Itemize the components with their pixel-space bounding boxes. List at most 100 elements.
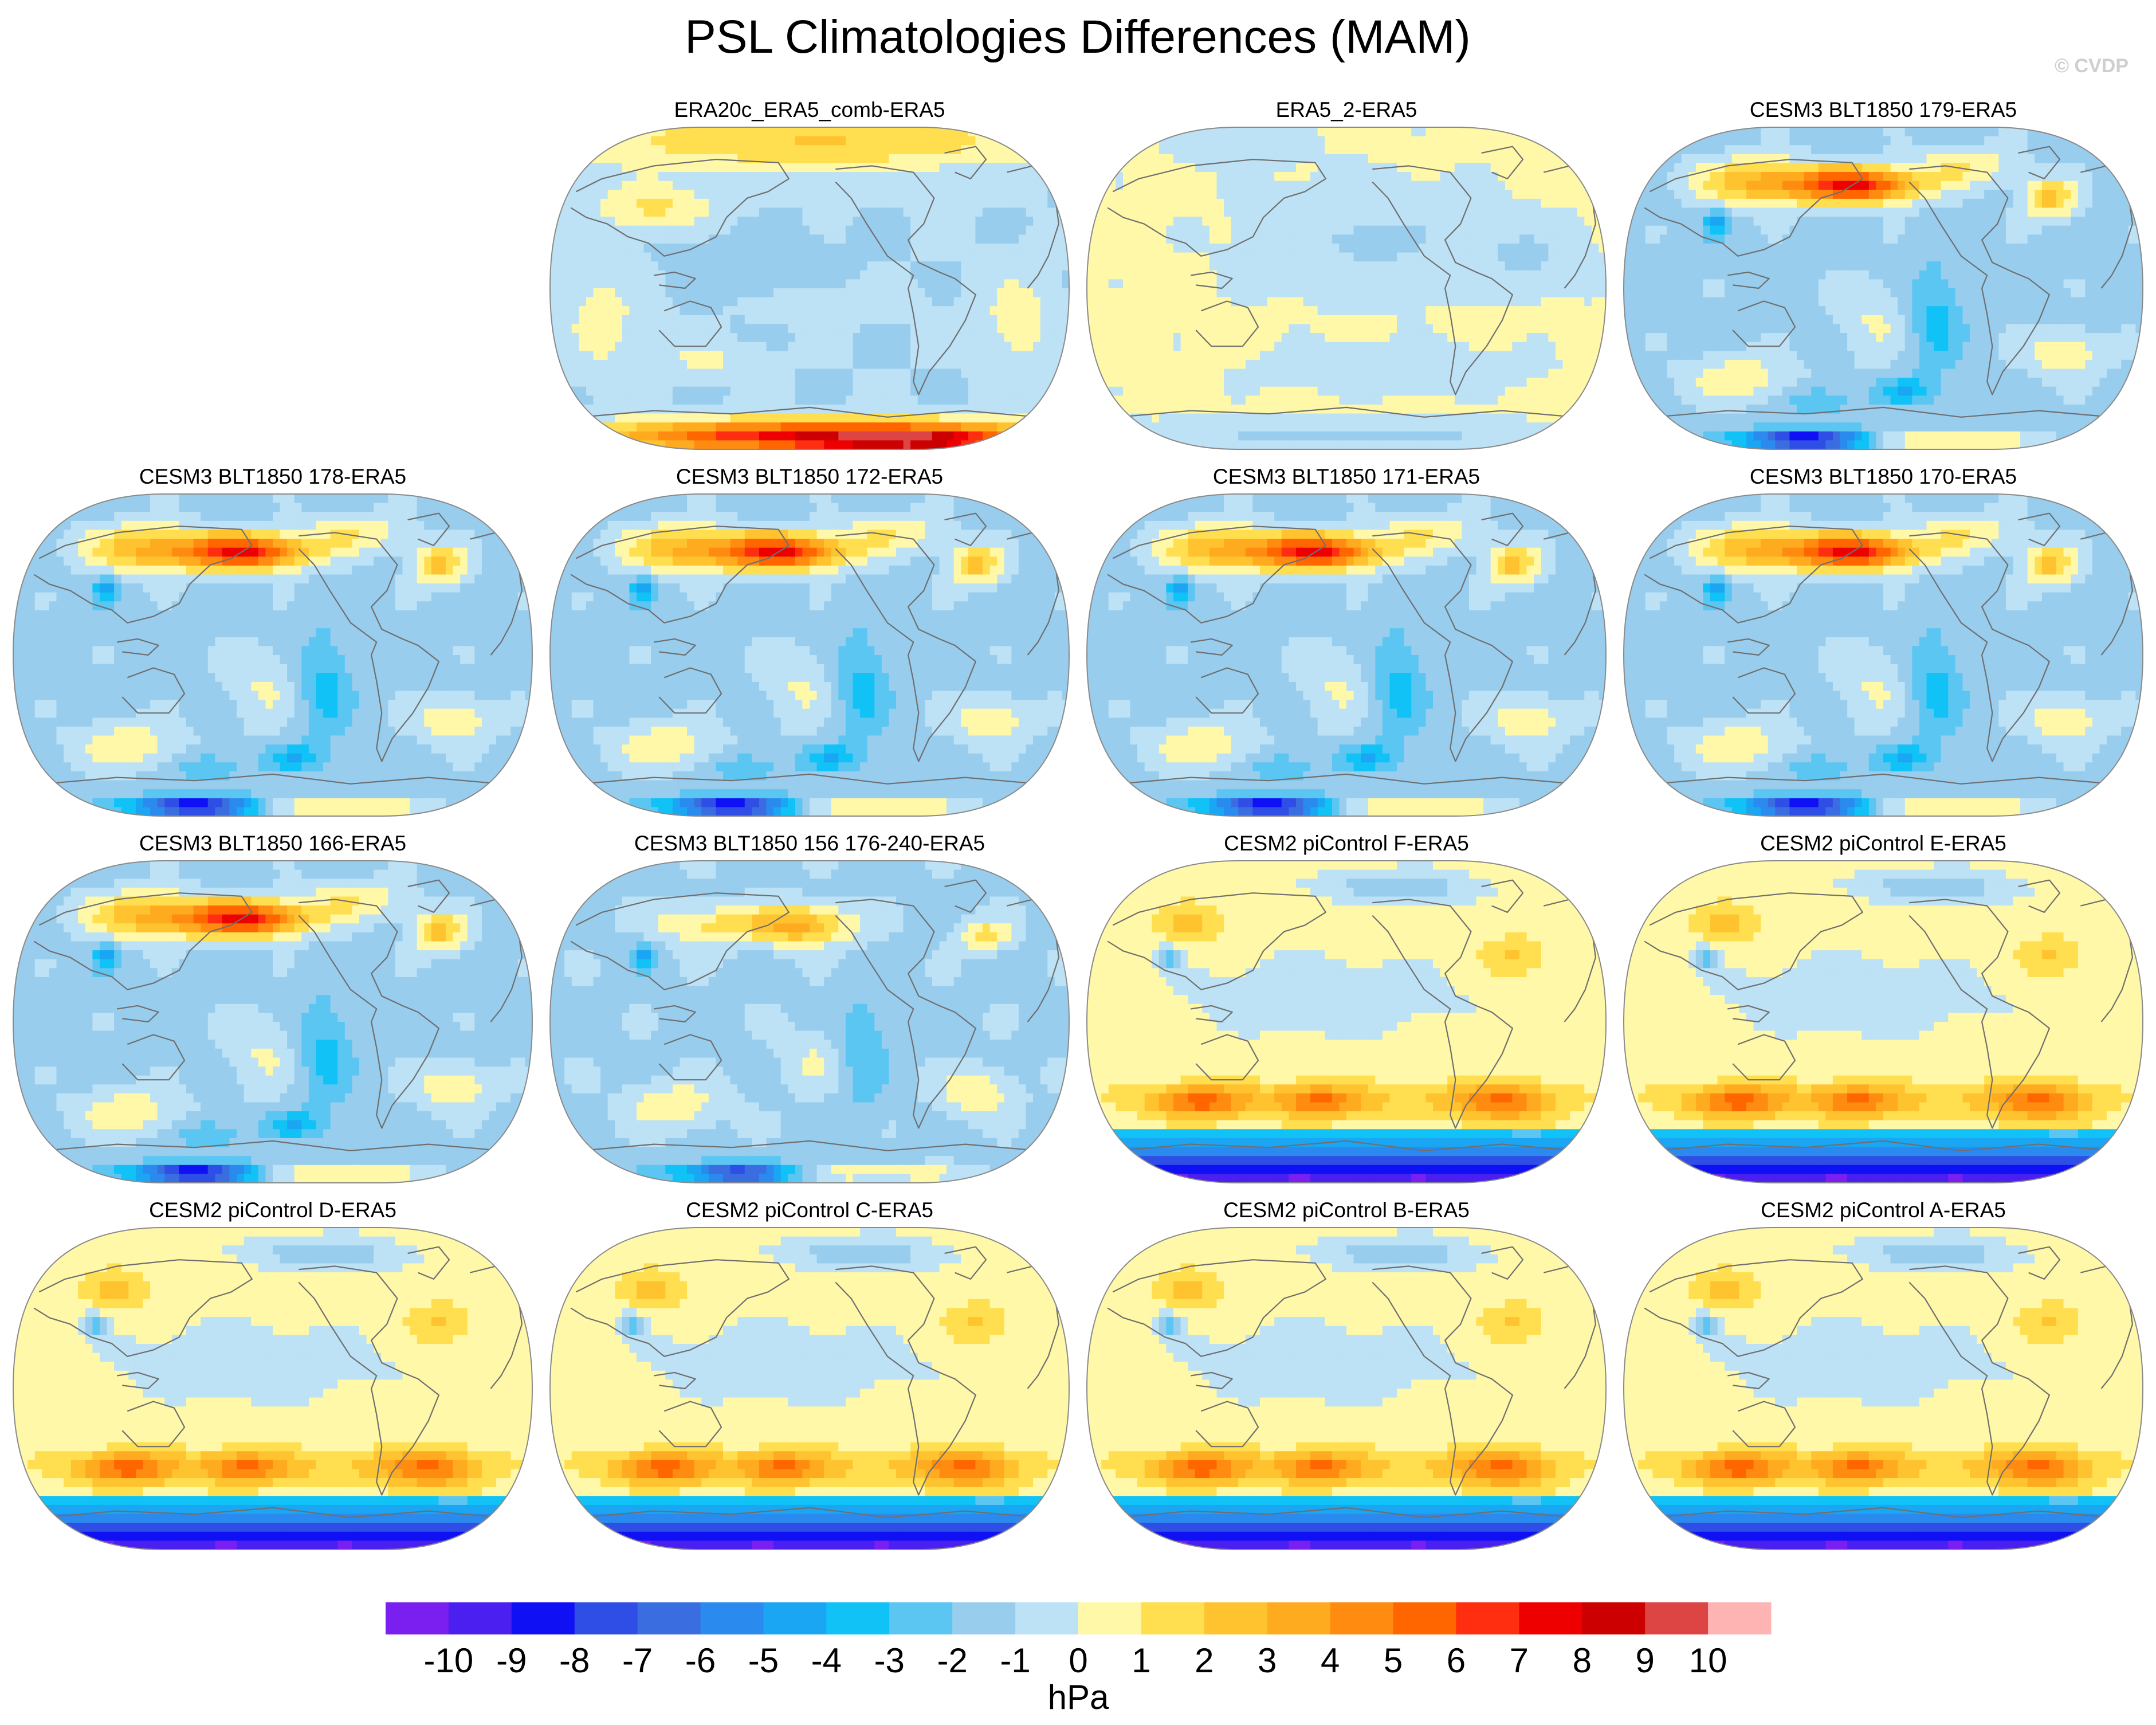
globe-outline [1086,493,1607,817]
psl-difference-field [1087,861,1606,1183]
globe-outline [1086,860,1607,1183]
panel-title: CESM3 BLT1850 166-ERA5 [139,832,406,855]
colorbar-tick-label: 4 [1321,1641,1340,1680]
colorbar-tick-label: -3 [874,1641,905,1680]
panel-title: CESM2 piControl A-ERA5 [1761,1198,2006,1222]
panel-title: CESM3 BLT1850 170-ERA5 [1750,465,2017,488]
colorbar-box [826,1602,890,1634]
chart-title: PSL Climatologies Differences (MAM) [685,11,1471,63]
panel-cesm3-blt1850-179-era5: CESM3 BLT1850 179-ERA5 [1623,98,2144,450]
colorbar-tick-label: 7 [1510,1641,1529,1680]
colorbar-box [1582,1602,1646,1634]
panel-title: CESM2 piControl E-ERA5 [1760,832,2006,855]
psl-difference-field [550,1228,1069,1550]
colorbar-box [1267,1602,1331,1634]
globe-outline [1623,493,2144,817]
colorbar-tick-label: 8 [1573,1641,1592,1680]
colorbar-tick-label: 6 [1447,1641,1466,1680]
colorbar-box [700,1602,764,1634]
panel-title: ERA5_2-ERA5 [1276,98,1417,121]
psl-difference-field [13,861,532,1183]
colorbar-box [1519,1602,1582,1634]
colorbar-box [1708,1602,1772,1634]
colorbar-tick-label: -6 [685,1641,716,1680]
colorbar-box [1393,1602,1456,1634]
panel-cesm3-blt1850-178-era5: CESM3 BLT1850 178-ERA5 [12,465,533,817]
colorbar-box [889,1602,953,1634]
panel-cesm3-blt1850-172-era5: CESM3 BLT1850 172-ERA5 [549,465,1070,817]
coastlines [570,146,1059,418]
colorbar-tick-label: -1 [1000,1641,1030,1680]
colorbar-box [763,1602,827,1634]
coastlines [1107,1246,1596,1518]
panel-title: CESM3 BLT1850 179-ERA5 [1750,98,2017,121]
globe-outline [12,860,533,1183]
colorbar-box [637,1602,701,1634]
colorbar-box [1078,1602,1142,1634]
panel-cesm2-picontrol-f-era5: CESM2 piControl F-ERA5 [1086,832,1607,1183]
panel-cesm2-picontrol-c-era5: CESM2 piControl C-ERA5 [549,1198,1070,1550]
panel-title: CESM2 piControl C-ERA5 [686,1198,933,1222]
psl-difference-field [13,1228,532,1550]
globe-outline [1623,127,2144,450]
colorbar-tick-label: -10 [424,1641,474,1680]
globe-outline [549,860,1070,1183]
globe-outline [1086,127,1607,450]
colorbar-box [574,1602,638,1634]
panel-cesm3-blt1850-166-era5: CESM3 BLT1850 166-ERA5 [12,832,533,1183]
colorbar-tick-label: -9 [496,1641,527,1680]
panel-cesm2-picontrol-b-era5: CESM2 piControl B-ERA5 [1086,1198,1607,1550]
panel-cesm3-blt1850-171-era5: CESM3 BLT1850 171-ERA5 [1086,465,1607,817]
coastlines [33,512,523,785]
colorbar-box [1330,1602,1394,1634]
colorbar-tick-label: 3 [1258,1641,1277,1680]
globe-outline [12,1227,533,1550]
globe-outline [1623,1227,2144,1550]
colorbar-tick-label: 9 [1635,1641,1654,1680]
panel-title: ERA20c_ERA5_comb-ERA5 [674,98,945,121]
panel-title: CESM3 BLT1850 156 176-240-ERA5 [634,832,985,855]
coastlines [1644,1246,2133,1518]
colorbar-box [1645,1602,1709,1634]
colorbar-tick-label: 2 [1195,1641,1214,1680]
coastlines [570,879,1059,1151]
colorbar-units: hPa [1048,1678,1109,1716]
colorbar-tick-label: 1 [1132,1641,1150,1680]
panel-title: CESM3 BLT1850 171-ERA5 [1213,465,1480,488]
psl-difference-field [1624,1228,2143,1550]
colorbar-tick-label: -8 [559,1641,590,1680]
psl-difference-field [13,494,532,816]
psl-difference-field [1087,494,1606,816]
colorbar-box [1456,1602,1519,1634]
colorbar-box [386,1602,449,1634]
psl-difference-field [550,861,1069,1183]
globe-outline [549,127,1070,450]
panel-title: CESM3 BLT1850 178-ERA5 [139,465,406,488]
panel-cesm2-picontrol-d-era5: CESM2 piControl D-ERA5 [12,1198,533,1550]
colorbar-tick-label: -2 [937,1641,968,1680]
panel-cesm2-picontrol-a-era5: CESM2 piControl A-ERA5 [1623,1198,2144,1550]
colorbar-box [448,1602,512,1634]
coastlines [1644,146,2133,418]
coastlines [1107,512,1596,785]
colorbar-box [1015,1602,1079,1634]
psl-difference-field [1624,861,2143,1183]
panel-era5-2-era5: ERA5_2-ERA5 [1086,98,1607,450]
colorbar-tick-label: -4 [811,1641,842,1680]
panel-title: CESM2 piControl F-ERA5 [1224,832,1469,855]
globe-outline [12,493,533,817]
cvdp-watermark: © CVDP [2055,55,2128,77]
colorbar-box [511,1602,575,1634]
colorbar-tick-label: -7 [622,1641,653,1680]
psl-difference-field [1624,127,2143,449]
panel-title: CESM2 piControl D-ERA5 [149,1198,396,1222]
globe-outline [1623,860,2144,1183]
panel-title: CESM2 piControl B-ERA5 [1223,1198,1470,1222]
colorbar-tick-label: -5 [748,1641,779,1680]
panel-era20c-era5-comb-era5: ERA20c_ERA5_comb-ERA5 [549,98,1070,450]
colorbar-box [952,1602,1016,1634]
psl-difference-field [1087,1228,1606,1550]
coastlines [1644,512,2133,785]
psl-difference-field [550,127,1069,449]
